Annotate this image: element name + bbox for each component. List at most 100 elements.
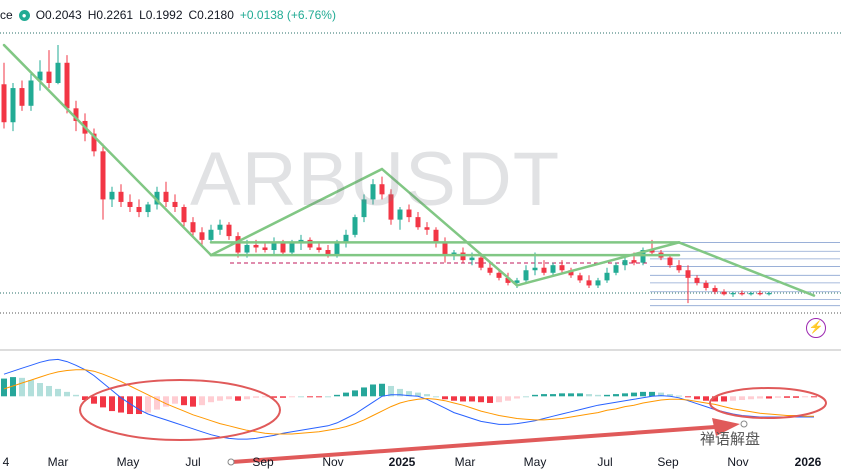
annotation-ellipse-left: [79, 379, 281, 441]
macd-histogram-bar: [775, 396, 781, 398]
macd-histogram-bar: [352, 390, 358, 397]
candle-body: [136, 206, 142, 213]
candle-body: [298, 239, 304, 243]
price-grid: [0, 32, 841, 351]
macd-histogram-bar: [424, 394, 430, 397]
candle-body: [703, 282, 709, 288]
macd-histogram-bar: [100, 396, 106, 408]
macd-histogram-bar: [325, 396, 331, 398]
candle-body: [379, 184, 385, 195]
candle-body: [487, 267, 493, 273]
macd-histogram-bar: [739, 396, 745, 400]
candle-body: [163, 191, 169, 202]
candle-body: [208, 229, 214, 240]
x-axis-label: 2026: [794, 455, 822, 469]
candle-body: [226, 224, 232, 237]
open-value: O0.2043: [35, 8, 82, 22]
candle-body: [271, 242, 277, 251]
candle-body: [631, 260, 637, 263]
macd-histogram-bar: [10, 377, 16, 397]
signal-line: [3, 369, 814, 435]
candle-body: [325, 250, 331, 256]
candle-body: [640, 250, 646, 263]
candle-body: [559, 265, 565, 271]
macd-histogram-bar: [73, 394, 79, 397]
change-value: +0.0138 (+6.76%): [239, 8, 336, 22]
x-axis-label: Nov: [322, 455, 344, 469]
candle-body: [127, 201, 133, 207]
macd-histogram-bar: [307, 396, 313, 398]
macd-histogram-bar: [388, 385, 394, 397]
candle-body: [694, 277, 700, 283]
macd-histogram-bar: [163, 396, 169, 407]
candle-body: [262, 247, 268, 251]
candle-body: [64, 62, 70, 109]
macd-histogram-bar: [271, 396, 277, 398]
candle-body: [622, 260, 628, 266]
macd-histogram-bar: [82, 396, 88, 400]
x-axis-label: May: [523, 455, 547, 469]
candle-body: [73, 108, 79, 121]
macd-histogram-bar: [28, 380, 34, 397]
candle-body: [667, 257, 673, 266]
macd-indicator: [1, 358, 817, 440]
macd-histogram-bar: [811, 396, 817, 398]
pattern-line: [2, 43, 213, 257]
candle-body: [739, 293, 745, 295]
macd-histogram-bar: [64, 391, 70, 397]
x-axis-label: Jul: [597, 455, 613, 469]
macd-histogram-bar: [703, 396, 709, 401]
symbol-title-fragment: ce: [0, 8, 13, 22]
candle-body: [280, 242, 286, 253]
symbol-watermark: ARBUSDT: [190, 137, 561, 222]
macd-histogram-bar: [217, 396, 223, 401]
candle-body: [451, 252, 457, 256]
pattern-line: [209, 167, 384, 257]
macd-histogram-bar: [568, 393, 574, 397]
candle-body: [514, 280, 520, 283]
macd-histogram-bar: [559, 393, 565, 397]
macd-histogram-bar: [127, 396, 133, 415]
x-axis-label: May: [116, 455, 140, 469]
candle-body: [334, 242, 340, 256]
candle-body: [244, 244, 250, 253]
macd-line: [3, 358, 814, 440]
macd-histogram-bar: [154, 396, 160, 410]
x-axis-label: Sep: [252, 455, 274, 469]
candle-body: [757, 293, 763, 295]
candle-body: [550, 265, 556, 273]
macd-histogram-bar: [550, 394, 556, 397]
macd-histogram-bar: [658, 392, 664, 397]
pattern-line: [677, 241, 816, 297]
candle-body: [109, 191, 115, 200]
candle-body: [478, 257, 484, 268]
lightning-icon[interactable]: ⚡: [806, 318, 826, 338]
macd-histogram-bar: [595, 394, 601, 397]
candle-body: [253, 244, 259, 248]
macd-histogram-bar: [757, 396, 763, 399]
annotation-arrow-head: [712, 418, 740, 436]
candlesticks: [1, 45, 772, 304]
candle-body: [676, 265, 682, 271]
close-value: C0.2180: [188, 8, 234, 22]
candle-body: [37, 71, 43, 81]
candle-body: [685, 270, 691, 278]
candle-body: [460, 252, 466, 261]
market-status-icon: ●: [18, 9, 30, 21]
candle-body: [316, 247, 322, 251]
macd-histogram-bar: [136, 396, 142, 415]
macd-histogram-bar: [523, 396, 529, 398]
macd-histogram-bar: [649, 391, 655, 397]
candle-body: [343, 234, 349, 243]
macd-histogram-bar: [172, 396, 178, 404]
macd-histogram-bar: [181, 396, 187, 406]
macd-histogram-bar: [109, 396, 115, 412]
candle-body: [577, 275, 583, 281]
candle-body: [10, 88, 16, 123]
candle-body: [370, 184, 376, 200]
macd-histogram-bar: [316, 396, 322, 398]
candle-body: [604, 272, 610, 281]
macd-histogram-bar: [766, 396, 772, 399]
macd-histogram-bar: [361, 387, 367, 397]
